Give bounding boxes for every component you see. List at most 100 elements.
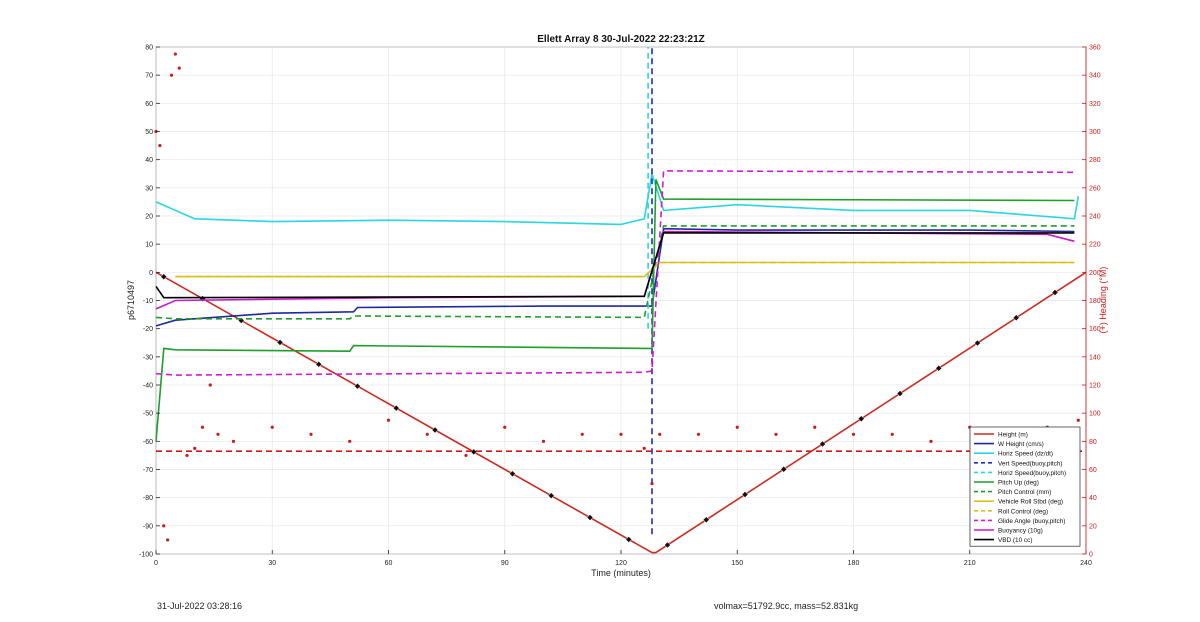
y-tick-label-left: -10: [143, 298, 153, 305]
heading-point: [200, 425, 205, 429]
legend-label: Buoyancy (10g): [998, 528, 1043, 535]
heading-point: [348, 439, 352, 443]
heading-point: [162, 524, 166, 528]
y-tick-label-right: 60: [1089, 467, 1097, 474]
y-tick-label-left: 80: [145, 45, 153, 52]
legend-label: Vehicle Roll Stbd (deg): [998, 499, 1063, 506]
legend-label: W Height (cm/s): [998, 441, 1044, 448]
legend-box: [969, 426, 1081, 547]
height-marker: [509, 470, 516, 478]
y-tick-label-right: 320: [1089, 101, 1101, 108]
heading-point: [642, 446, 646, 450]
y-tick-label-left: -60: [143, 439, 153, 446]
heading-point: [216, 432, 220, 436]
legend: Height (m) W Height (cm/s) Horiz Speed (dz…: [969, 426, 1081, 547]
legend-label: Height (m): [998, 432, 1028, 439]
legend-label: Vert Speed(buoy,pitch): [998, 460, 1063, 467]
y-tick-label-left: -90: [143, 523, 153, 530]
y-tick-label-right: 280: [1089, 157, 1101, 164]
heading-point: [166, 538, 170, 542]
y-tick-label-right: 80: [1089, 439, 1097, 446]
heading-point: [464, 453, 468, 458]
heading-point: [169, 73, 174, 77]
series-glide-angle-buoy-pitch: [155, 170, 1075, 376]
heading-point: [193, 446, 197, 450]
x-tick-label: 30: [268, 560, 276, 567]
heading-point: [580, 432, 584, 436]
height-marker: [1012, 314, 1020, 322]
x-tick-label: 60: [385, 560, 393, 567]
heading-point: [386, 418, 391, 422]
height-marker: [392, 404, 400, 412]
heading-point: [851, 432, 856, 436]
height-marker: [974, 339, 981, 347]
heading-point: [177, 66, 181, 70]
x-tick-label: 0: [154, 560, 158, 567]
height-marker: [354, 382, 361, 390]
y-tick-label-right: 140: [1089, 354, 1101, 361]
height-marker: [935, 364, 943, 372]
height-marker: [1051, 289, 1059, 296]
heading-point: [309, 432, 313, 436]
y-tick-label-right: 240: [1089, 214, 1101, 221]
x-tick-label: 90: [501, 560, 509, 567]
y-axis-label-left: p6710497: [126, 280, 136, 320]
heading-point: [173, 52, 177, 56]
y-tick-label-left: -70: [143, 467, 153, 474]
height-marker: [586, 514, 594, 521]
height-marker: [780, 465, 788, 473]
series-pitch-up-deg: [155, 179, 1075, 442]
y-tick-label-left: -80: [143, 495, 153, 502]
y-tick-label-right: 220: [1089, 242, 1101, 249]
x-tick-label: 240: [1080, 560, 1092, 567]
y-tick-label-left: 40: [145, 157, 153, 164]
x-tick-label: 120: [615, 560, 627, 567]
series-layer: [154, 47, 1087, 554]
y-tick-label-left: -20: [143, 326, 153, 333]
height-marker: [664, 541, 671, 549]
heading-point: [774, 432, 778, 436]
height-marker: [702, 516, 710, 524]
legend-label: Horiz Speed (dz/dt): [998, 451, 1053, 458]
y-tick-label-left: 70: [145, 73, 153, 80]
height-marker: [625, 536, 633, 543]
y-tick-label-right: 200: [1089, 270, 1101, 277]
series-pitch-control-mm: [155, 225, 1075, 320]
y-tick-label-left: 20: [145, 214, 153, 221]
height-marker: [896, 390, 904, 397]
legend-label: Pitch Up (deg): [998, 480, 1039, 487]
height-marker: [276, 339, 284, 346]
y-tick-label-right: 300: [1089, 129, 1101, 136]
y-tick-label-right: 360: [1089, 45, 1101, 52]
y-tick-label-right: 40: [1089, 495, 1097, 502]
heading-point: [813, 425, 817, 429]
heading-point: [208, 383, 212, 387]
y-tick-label-right: 340: [1089, 73, 1101, 80]
y-tick-label-left: 10: [145, 242, 153, 249]
heading-point: [158, 143, 162, 148]
heading-point: [270, 425, 274, 429]
y-tick-label-right: 180: [1089, 298, 1101, 305]
legend-label: Pitch Control (mm): [998, 489, 1051, 496]
legend-label: Glide Angle (buoy,pitch): [998, 518, 1065, 525]
heading-point: [619, 432, 623, 436]
x-tick-label: 210: [964, 560, 976, 567]
x-tick-label: 150: [731, 560, 743, 567]
height-marker: [431, 426, 439, 434]
height-marker: [160, 273, 168, 281]
y-tick-label-left: -100: [139, 552, 153, 559]
y-tick-label-right: 20: [1089, 523, 1097, 530]
heading-point: [658, 432, 662, 436]
series-vbd-10-cc: [155, 232, 1075, 299]
height-marker: [741, 491, 749, 498]
y-tick-label-right: 160: [1089, 326, 1101, 333]
legend-label: VBD (10 cc): [998, 537, 1032, 544]
heading-point: [231, 439, 236, 443]
heading-point: [929, 439, 933, 443]
heading-point: [890, 432, 894, 436]
heading-point: [1076, 418, 1080, 422]
chart-title: Ellett Array 8 30-Jul-2022 22:23:21Z: [537, 34, 705, 45]
footer-timestamp: 31-Jul-2022 03:28:16: [157, 601, 243, 611]
heading-point: [650, 481, 654, 486]
y-tick-label-left: 50: [145, 129, 153, 136]
